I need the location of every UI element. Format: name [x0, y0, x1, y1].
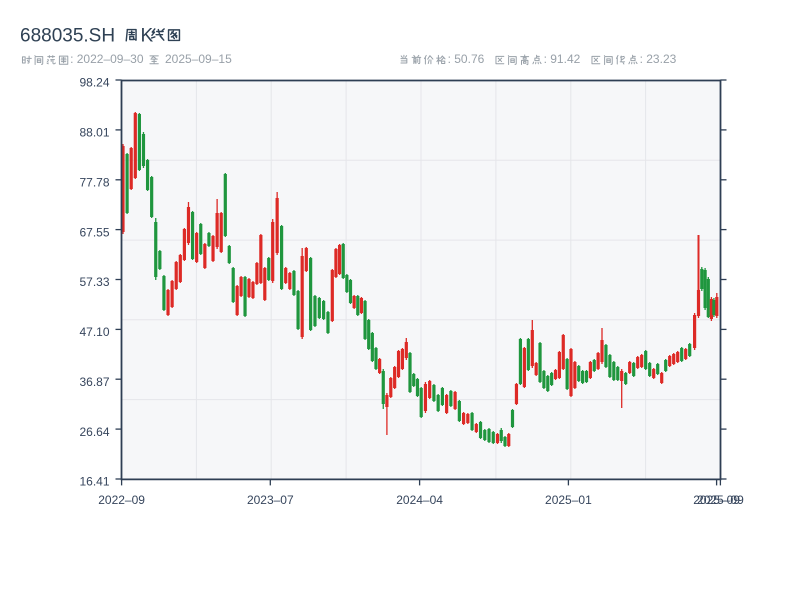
svg-text:: 2022–09–30: : 2022–09–30 — [70, 52, 144, 66]
svg-text:: 50.76: : 50.76 — [448, 52, 485, 66]
svg-text:47.10: 47.10 — [79, 325, 109, 339]
svg-text:2025–01: 2025–01 — [545, 493, 592, 507]
svg-text:2024–04: 2024–04 — [396, 493, 443, 507]
svg-text:88.01: 88.01 — [79, 126, 109, 140]
svg-text:: 91.42: : 91.42 — [544, 52, 581, 66]
svg-text:2023–07: 2023–07 — [247, 493, 294, 507]
svg-text:: 23.23: : 23.23 — [640, 52, 677, 66]
svg-text:67.55: 67.55 — [79, 225, 109, 239]
svg-text:26.64: 26.64 — [79, 425, 109, 439]
svg-text:2025–09: 2025–09 — [693, 493, 740, 507]
svg-text:98.24: 98.24 — [79, 76, 109, 90]
svg-text:77.78: 77.78 — [79, 175, 109, 189]
svg-text:16.41: 16.41 — [79, 475, 109, 489]
svg-text:36.87: 36.87 — [79, 375, 109, 389]
svg-text:2022–09: 2022–09 — [98, 493, 145, 507]
svg-text:K: K — [141, 25, 154, 46]
svg-text:2025–09–15: 2025–09–15 — [165, 52, 232, 66]
svg-text:688035.SH: 688035.SH — [20, 25, 115, 46]
svg-text:57.33: 57.33 — [79, 275, 109, 289]
svg-text:2025–09: 2025–09 — [697, 493, 744, 507]
